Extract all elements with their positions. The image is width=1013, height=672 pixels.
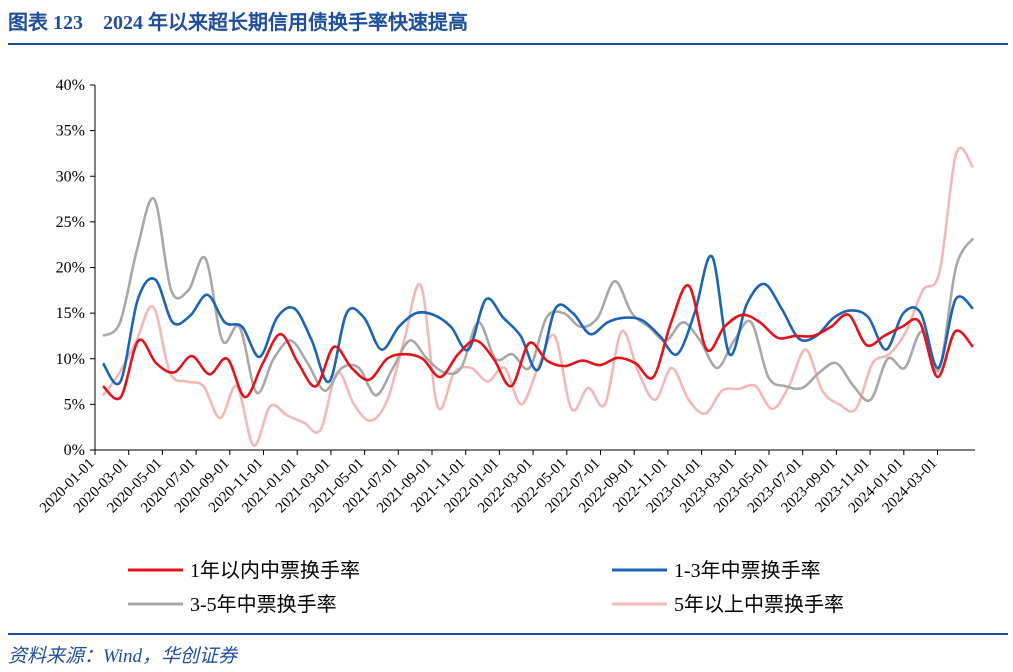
legend-label: 1年以内中票换手率 (190, 559, 360, 582)
legend: 1年以内中票换手率 1-3年中票换手率 3-5年中票换手率 5年以上中票换手率 (128, 559, 844, 616)
figure-title: 图表 123 2024 年以来超长期信用债换手率快速提高 (8, 12, 468, 34)
series-line-1 (102, 284, 974, 401)
y-tick-label: 15% (56, 305, 85, 322)
source-note: 资料来源：Wind，华创证券 (8, 646, 238, 667)
y-tick-label: 10% (56, 351, 85, 368)
series-line-3 (102, 197, 975, 403)
y-tick-label: 0% (64, 442, 85, 459)
y-tick-label: 35% (56, 123, 85, 140)
y-tick-label: 40% (56, 77, 85, 94)
title-divider (8, 43, 1008, 45)
series-line-2 (101, 254, 974, 386)
y-tick-label: 30% (56, 168, 85, 185)
x-axis: 2020-01-012020-03-012020-05-012020-07-01… (37, 449, 975, 516)
legend-label: 3-5年中票换手率 (190, 593, 337, 616)
series-line-4 (101, 146, 975, 447)
legend-label: 1-3年中票换手率 (674, 559, 821, 582)
y-tick-label: 5% (64, 396, 85, 413)
legend-label: 5年以上中票换手率 (674, 593, 844, 616)
footer-divider (8, 633, 1008, 635)
series-layer (101, 146, 975, 447)
y-tick-label: 20% (56, 260, 85, 277)
y-tick-label: 25% (56, 214, 85, 231)
y-axis: 0% 5% 10% 15% 20% 25% 30% 35% 40% (56, 77, 96, 459)
